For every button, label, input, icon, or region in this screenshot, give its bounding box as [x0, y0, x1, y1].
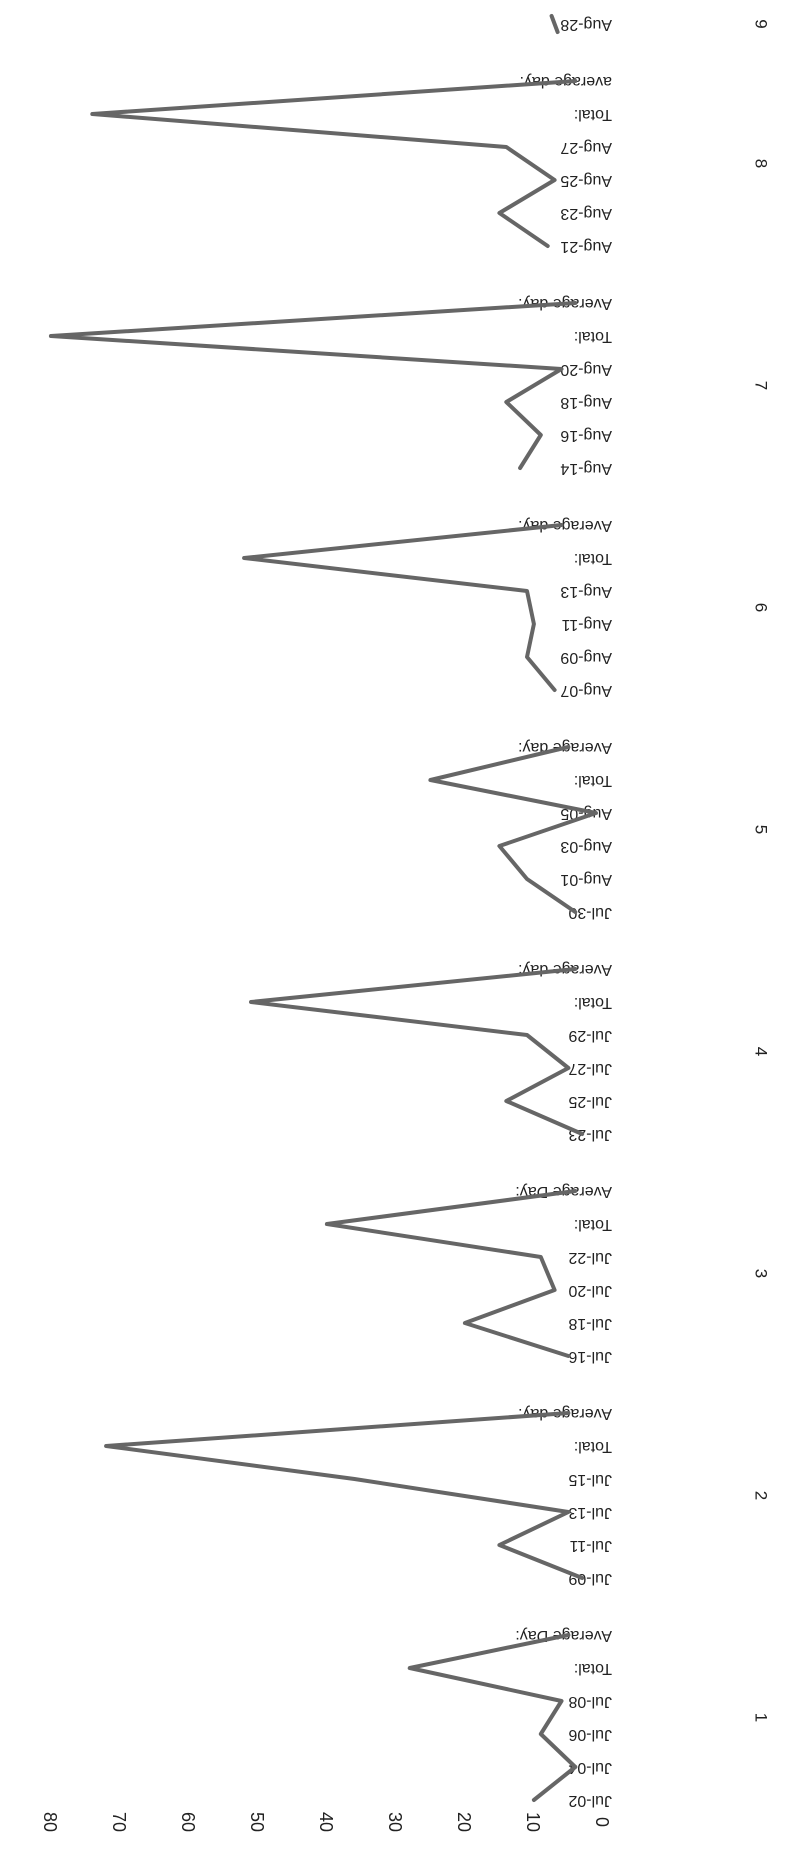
series-line-group-8	[90, 79, 578, 248]
category-tick-label: Jul-04	[568, 1759, 612, 1776]
category-tick-label: Jul-25	[568, 1093, 612, 1110]
value-tick-label: 10	[523, 1812, 543, 1832]
category-tick-label: Total:	[574, 994, 612, 1011]
series-line-group-6	[242, 523, 564, 692]
value-tick-label: 20	[454, 1812, 474, 1832]
group-tick-label: 3	[752, 1269, 771, 1278]
category-tick-label: Aug-25	[560, 172, 612, 189]
group-labels: 1 2 3 4 5 6 7 8 9	[752, 19, 771, 1722]
category-tick-label: Aug-01	[560, 871, 612, 888]
category-tick-label: Aug-11	[561, 616, 612, 633]
group-tick-label: 7	[752, 381, 771, 390]
category-tick-label: Aug-27	[560, 139, 612, 156]
value-tick-label: 60	[178, 1812, 198, 1832]
category-tick-label: Aug-20	[560, 361, 612, 378]
value-tick-label: 30	[385, 1812, 405, 1832]
value-tick-label: 70	[109, 1812, 129, 1832]
category-tick-label: Aug-23	[560, 205, 612, 222]
category-tick-label: Aug-21	[560, 238, 612, 255]
category-tick-label: Jul-15	[568, 1471, 612, 1488]
category-tick-label: Jul-02	[568, 1792, 612, 1809]
group-tick-label: 8	[752, 159, 771, 168]
group-tick-label: 5	[752, 825, 771, 834]
category-tick-label: Jul-23	[568, 1126, 612, 1143]
category-tick-label: Jul-06	[568, 1726, 612, 1743]
category-tick-label: Total:	[574, 550, 612, 567]
series-line-group-4	[249, 967, 585, 1136]
category-tick-label: Total:	[574, 1660, 612, 1677]
series-line-group-3	[324, 1189, 578, 1358]
value-axis: 0102030405060708090	[40, 1812, 612, 1832]
category-tick-label: Total:	[574, 772, 612, 789]
group-tick-label: 6	[752, 603, 771, 612]
group-tick-label: 1	[752, 1713, 771, 1722]
series-line-group-7	[48, 301, 578, 470]
category-tick-label: Jul-11	[570, 1537, 612, 1554]
category-tick-label: Aug-28	[560, 16, 612, 33]
category-tick-label: Total:	[574, 1216, 612, 1233]
category-tick-label: Jul-22	[568, 1249, 612, 1266]
value-tick-label: 80	[40, 1812, 60, 1832]
category-tick-label: Jul-18	[568, 1315, 612, 1332]
value-tick-label: 50	[247, 1812, 267, 1832]
category-tick-label: Jul-13	[568, 1504, 612, 1521]
series-line-group-2	[104, 1411, 585, 1580]
category-tick-label: Aug-18	[560, 394, 612, 411]
category-tick-label: Jul-30	[568, 904, 612, 921]
category-tick-label: Aug-13	[560, 583, 612, 600]
category-tick-label: Aug-07	[560, 682, 612, 699]
category-tick-label: Jul-29	[568, 1027, 612, 1044]
category-tick-label: Total:	[574, 328, 612, 345]
category-tick-label: Aug-03	[560, 838, 612, 855]
group-tick-label: 9	[752, 19, 771, 28]
category-tick-label: Aug-14	[560, 460, 612, 477]
category-tick-label: Aug-09	[560, 649, 612, 666]
category-tick-label: Total:	[574, 106, 612, 123]
group-tick-label: 2	[752, 1491, 771, 1500]
category-tick-label: Total:	[574, 1438, 612, 1455]
value-tick-label: 40	[316, 1812, 336, 1832]
category-tick-label: Average day:	[518, 517, 612, 534]
series-line-group-5	[428, 745, 598, 914]
category-tick-label: Jul-27	[568, 1060, 612, 1077]
category-tick-label: Jul-09	[568, 1570, 612, 1587]
category-tick-label: Jul-16	[568, 1348, 612, 1365]
value-tick-label: 0	[592, 1817, 612, 1827]
series-lines	[48, 14, 598, 1802]
category-tick-label: Jul-20	[568, 1282, 612, 1299]
series-line-group-1	[407, 1633, 578, 1802]
category-tick-label: Jul-08	[568, 1693, 612, 1710]
group-tick-label: 4	[752, 1047, 771, 1056]
category-tick-label: Aug-16	[560, 427, 612, 444]
